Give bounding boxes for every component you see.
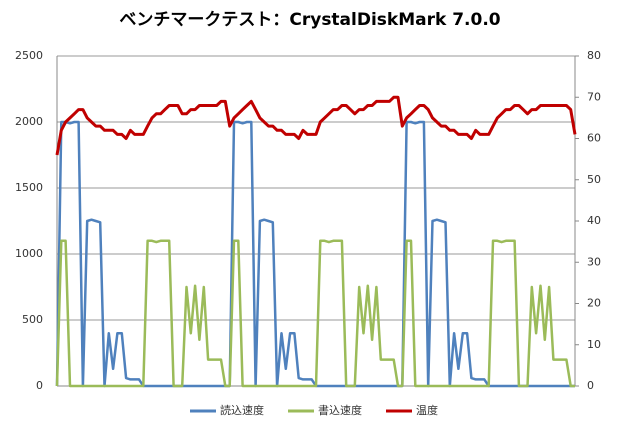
y-tick-label: 1500 xyxy=(15,181,43,194)
y-tick-label: 2000 xyxy=(15,115,43,128)
legend-label: 温度 xyxy=(416,403,438,417)
y-tick-label: 2500 xyxy=(15,49,43,62)
series-line xyxy=(55,239,575,388)
y2-tick-label: 40 xyxy=(587,214,601,227)
y2-tick-label: 50 xyxy=(587,173,601,186)
y2-tick-label: 80 xyxy=(587,49,601,62)
y2-tick-label: 0 xyxy=(587,379,594,392)
y2-tick-label: 30 xyxy=(587,255,601,268)
y2-tick-label: 60 xyxy=(587,132,601,145)
y2-tick-label: 10 xyxy=(587,338,601,351)
legend-label: 書込速度 xyxy=(318,403,362,417)
y2-tick-label: 70 xyxy=(587,90,601,103)
y-tick-label: 500 xyxy=(22,313,43,326)
y2-tick-label: 20 xyxy=(587,297,601,310)
chart-title: ベンチマークテスト：CrystalDiskMark 7.0.0 xyxy=(119,10,500,30)
legend-label: 読込速度 xyxy=(220,403,264,417)
y-tick-label: 0 xyxy=(36,379,43,392)
y-tick-label: 1000 xyxy=(15,247,43,260)
series-line xyxy=(55,95,577,156)
